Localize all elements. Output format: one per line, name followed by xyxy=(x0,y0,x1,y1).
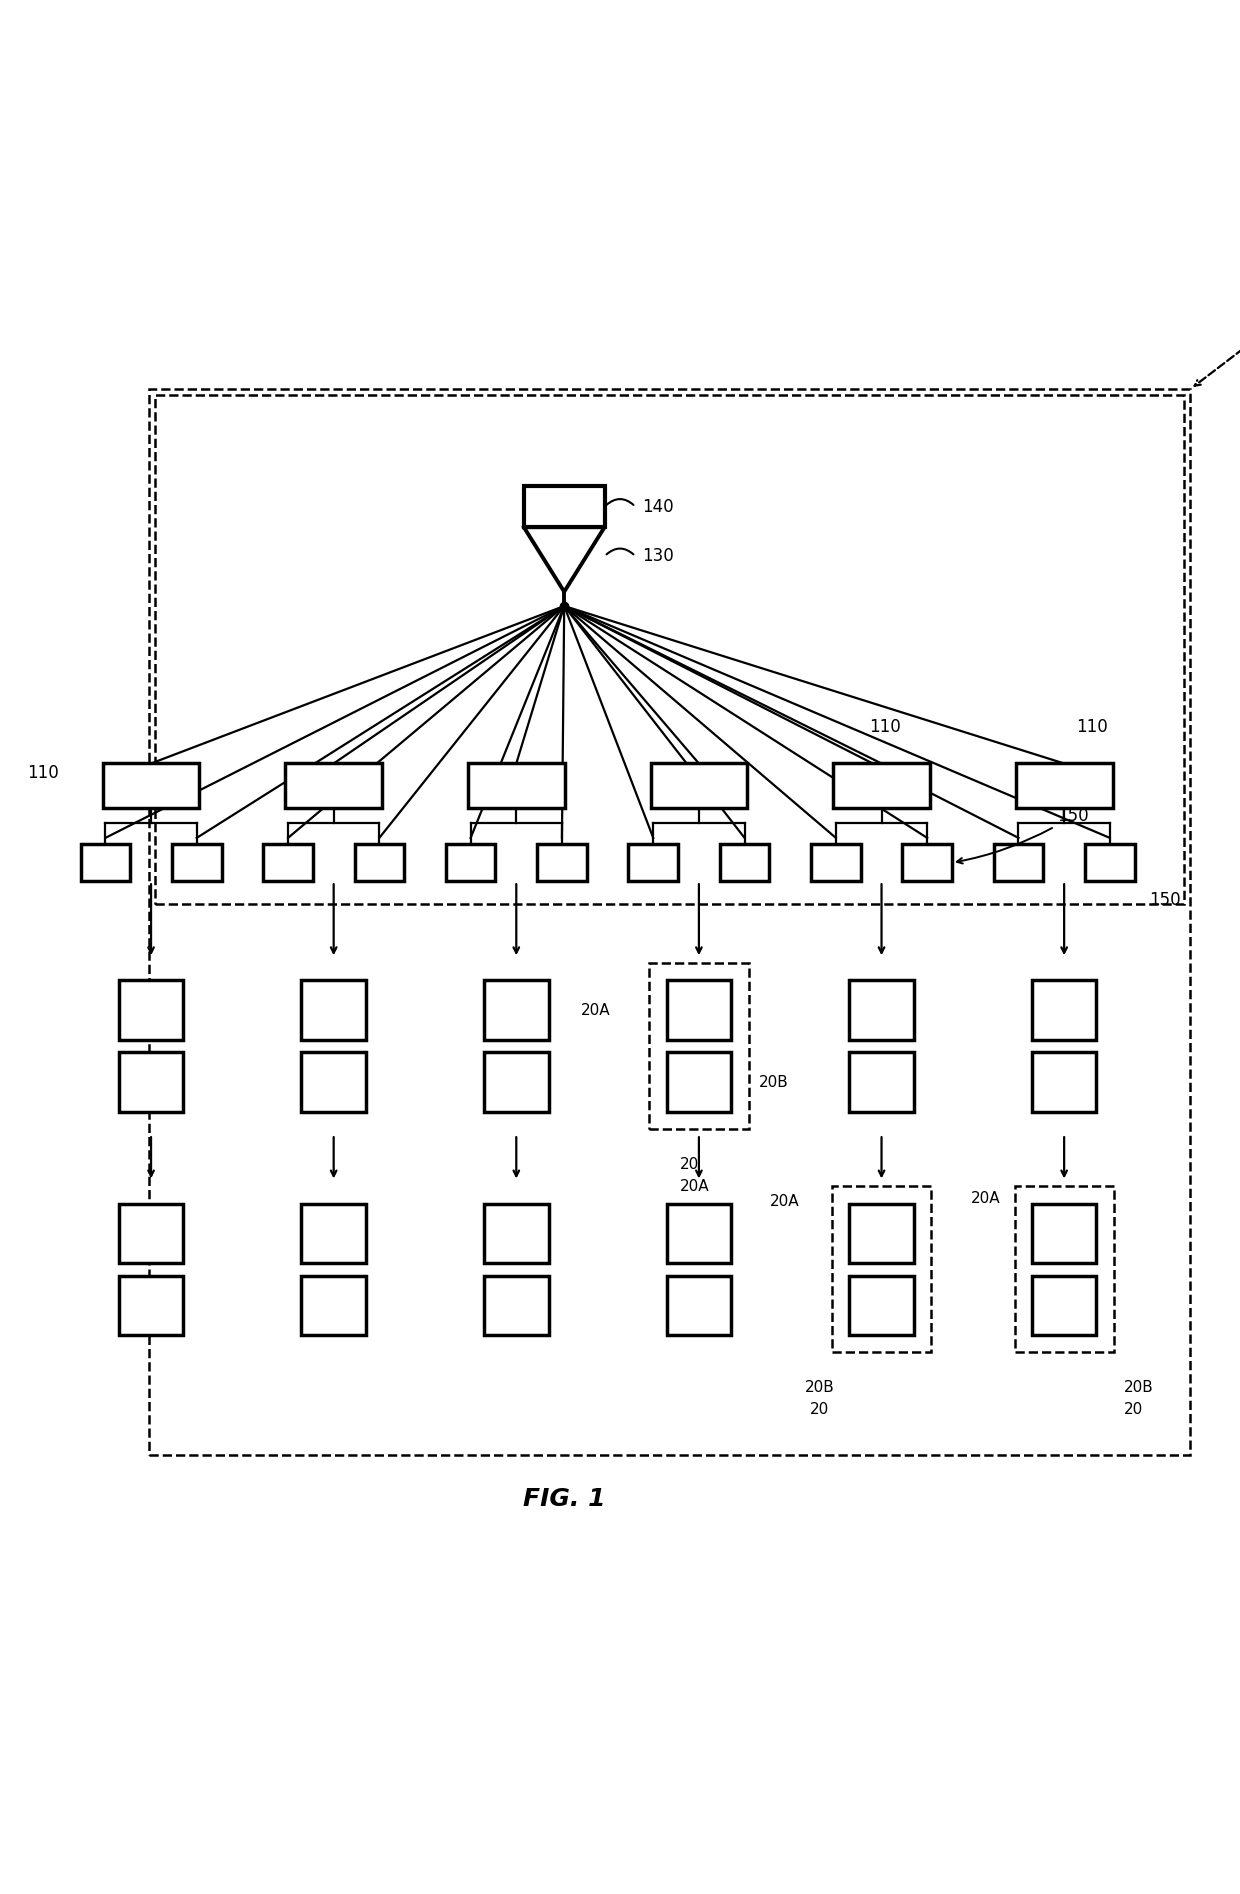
Bar xyxy=(155,396,1184,903)
Bar xyxy=(263,845,312,881)
Bar xyxy=(849,1275,914,1335)
Bar xyxy=(301,981,366,1040)
Bar xyxy=(1016,763,1112,809)
Bar xyxy=(1085,845,1135,881)
Text: 110: 110 xyxy=(27,765,60,782)
Text: 20A: 20A xyxy=(770,1193,800,1208)
Text: 20: 20 xyxy=(681,1157,699,1172)
Bar xyxy=(103,763,200,809)
Bar xyxy=(667,1053,732,1112)
Bar xyxy=(650,964,749,1129)
Text: 10: 10 xyxy=(1194,328,1240,386)
Bar xyxy=(832,1186,931,1352)
Text: 20B: 20B xyxy=(805,1379,835,1394)
Bar xyxy=(484,1205,548,1263)
Bar xyxy=(81,845,130,881)
Polygon shape xyxy=(523,527,605,591)
Bar xyxy=(301,1275,366,1335)
Bar xyxy=(903,845,952,881)
Bar xyxy=(172,845,222,881)
Bar xyxy=(523,487,605,527)
Text: 150: 150 xyxy=(957,807,1089,864)
Bar xyxy=(849,981,914,1040)
Bar xyxy=(537,845,587,881)
Bar xyxy=(119,1205,184,1263)
Bar xyxy=(1032,981,1096,1040)
Text: 20A: 20A xyxy=(681,1178,711,1193)
Bar xyxy=(285,763,382,809)
Text: 140: 140 xyxy=(642,498,673,515)
Text: 20: 20 xyxy=(1123,1402,1143,1417)
Text: 150: 150 xyxy=(1149,890,1182,909)
Bar xyxy=(719,845,769,881)
Text: 20B: 20B xyxy=(759,1074,789,1089)
Bar xyxy=(849,1053,914,1112)
Bar xyxy=(484,1275,548,1335)
Bar xyxy=(667,1205,732,1263)
Bar xyxy=(301,1053,366,1112)
Bar xyxy=(629,845,678,881)
Bar xyxy=(1014,1186,1114,1352)
Bar xyxy=(1032,1053,1096,1112)
Text: 130: 130 xyxy=(642,547,673,564)
Text: 20B: 20B xyxy=(1123,1379,1153,1394)
Bar xyxy=(119,1275,184,1335)
Bar xyxy=(667,981,732,1040)
Text: 110: 110 xyxy=(869,718,901,737)
Bar xyxy=(467,763,564,809)
Bar xyxy=(1032,1275,1096,1335)
Bar xyxy=(119,1053,184,1112)
Text: 20A: 20A xyxy=(971,1191,1001,1206)
Bar xyxy=(833,763,930,809)
Bar xyxy=(667,1275,732,1335)
Bar xyxy=(1032,1205,1096,1263)
Text: FIG. 1: FIG. 1 xyxy=(523,1487,605,1511)
Bar xyxy=(446,845,496,881)
Bar xyxy=(651,763,748,809)
Bar xyxy=(355,845,404,881)
Text: 20A: 20A xyxy=(582,1002,611,1017)
Text: 110: 110 xyxy=(1076,718,1109,737)
Bar xyxy=(301,1205,366,1263)
Bar xyxy=(484,981,548,1040)
Bar xyxy=(993,845,1043,881)
Text: 20: 20 xyxy=(810,1402,830,1417)
Bar xyxy=(811,845,861,881)
Bar xyxy=(119,981,184,1040)
Bar xyxy=(849,1205,914,1263)
Bar xyxy=(484,1053,548,1112)
Bar xyxy=(149,388,1190,1455)
